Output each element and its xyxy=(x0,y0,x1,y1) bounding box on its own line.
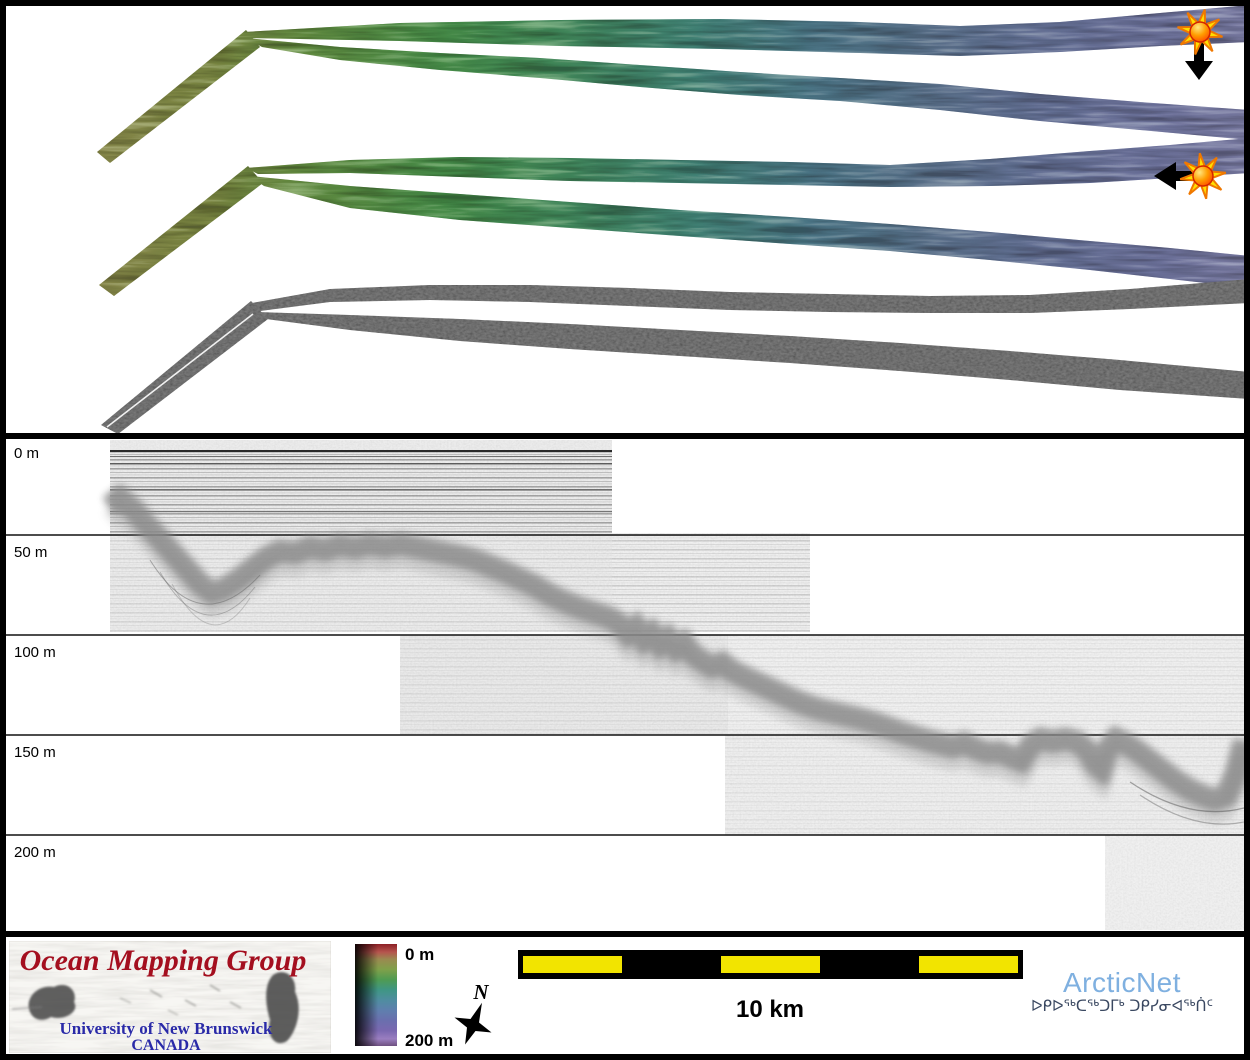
blast-marker-2 xyxy=(1154,149,1230,203)
seafloor-profile xyxy=(110,485,1244,825)
depth-label-200m: 200 m xyxy=(14,844,56,861)
bathymetry-swaths xyxy=(97,6,1244,296)
arcticnet-logo: ArcticNet ᐅᑭᐅᖅᑕᖅᑐᒥᒃ ᑐᑭᓯᓂᐊᖅᑏᑦ xyxy=(1031,967,1213,1015)
bathy-swath-2-upper xyxy=(246,138,1244,187)
sidescan-swath-upper xyxy=(252,279,1244,313)
scale-bar-label: 10 km xyxy=(736,996,804,1023)
sidescan-tail-gap xyxy=(106,313,254,428)
bathy-swath-2-lower xyxy=(250,176,1244,288)
scale-bar: 10 km xyxy=(518,950,1023,1023)
seismic-banding xyxy=(110,450,1244,834)
omg-title: Ocean Mapping Group xyxy=(20,944,307,977)
north-arrow-icon: N xyxy=(454,980,492,1045)
colorbar-bottom-label: 200 m xyxy=(405,1031,453,1050)
down-arrow-head xyxy=(1185,61,1213,80)
bathy-swath-1-tail xyxy=(97,30,260,163)
colorbar-top-label: 0 m xyxy=(405,945,434,964)
depth-label-50m: 50 m xyxy=(14,544,47,561)
depth-label-150m: 150 m xyxy=(14,744,56,761)
bathy-swath-2-tail xyxy=(99,166,263,296)
north-label: N xyxy=(472,980,489,1004)
omg-logo: Ocean Mapping Group University of New Br… xyxy=(8,940,332,1054)
arcticnet-name: ArcticNet xyxy=(1063,967,1181,998)
depth-label-100m: 100 m xyxy=(14,644,56,661)
arcticnet-inuktitut: ᐅᑭᐅᖅᑕᖅᑐᒥᒃ ᑐᑭᓯᓂᐊᖅᑏᑦ xyxy=(1031,997,1213,1015)
footer-panel: Ocean Mapping Group University of New Br… xyxy=(6,937,1244,1054)
sidescan-swath-lower xyxy=(256,312,1244,399)
left-arrow-head xyxy=(1154,162,1176,190)
seismic-panel: 0 m 50 m 100 m 150 m 200 m xyxy=(6,439,1244,931)
bathy-swath-1-upper xyxy=(244,6,1244,56)
blast-marker-1 xyxy=(1171,6,1229,80)
omg-logo-sonar-art xyxy=(11,972,299,1044)
omg-university: University of New Brunswick xyxy=(60,1019,274,1038)
depth-colorbar: 0 m 200 m xyxy=(355,944,453,1050)
omg-country: CANADA xyxy=(131,1037,201,1054)
bathy-swath-1-lower xyxy=(246,38,1244,140)
map-panel xyxy=(6,6,1244,433)
depth-label-0m: 0 m xyxy=(14,445,39,462)
